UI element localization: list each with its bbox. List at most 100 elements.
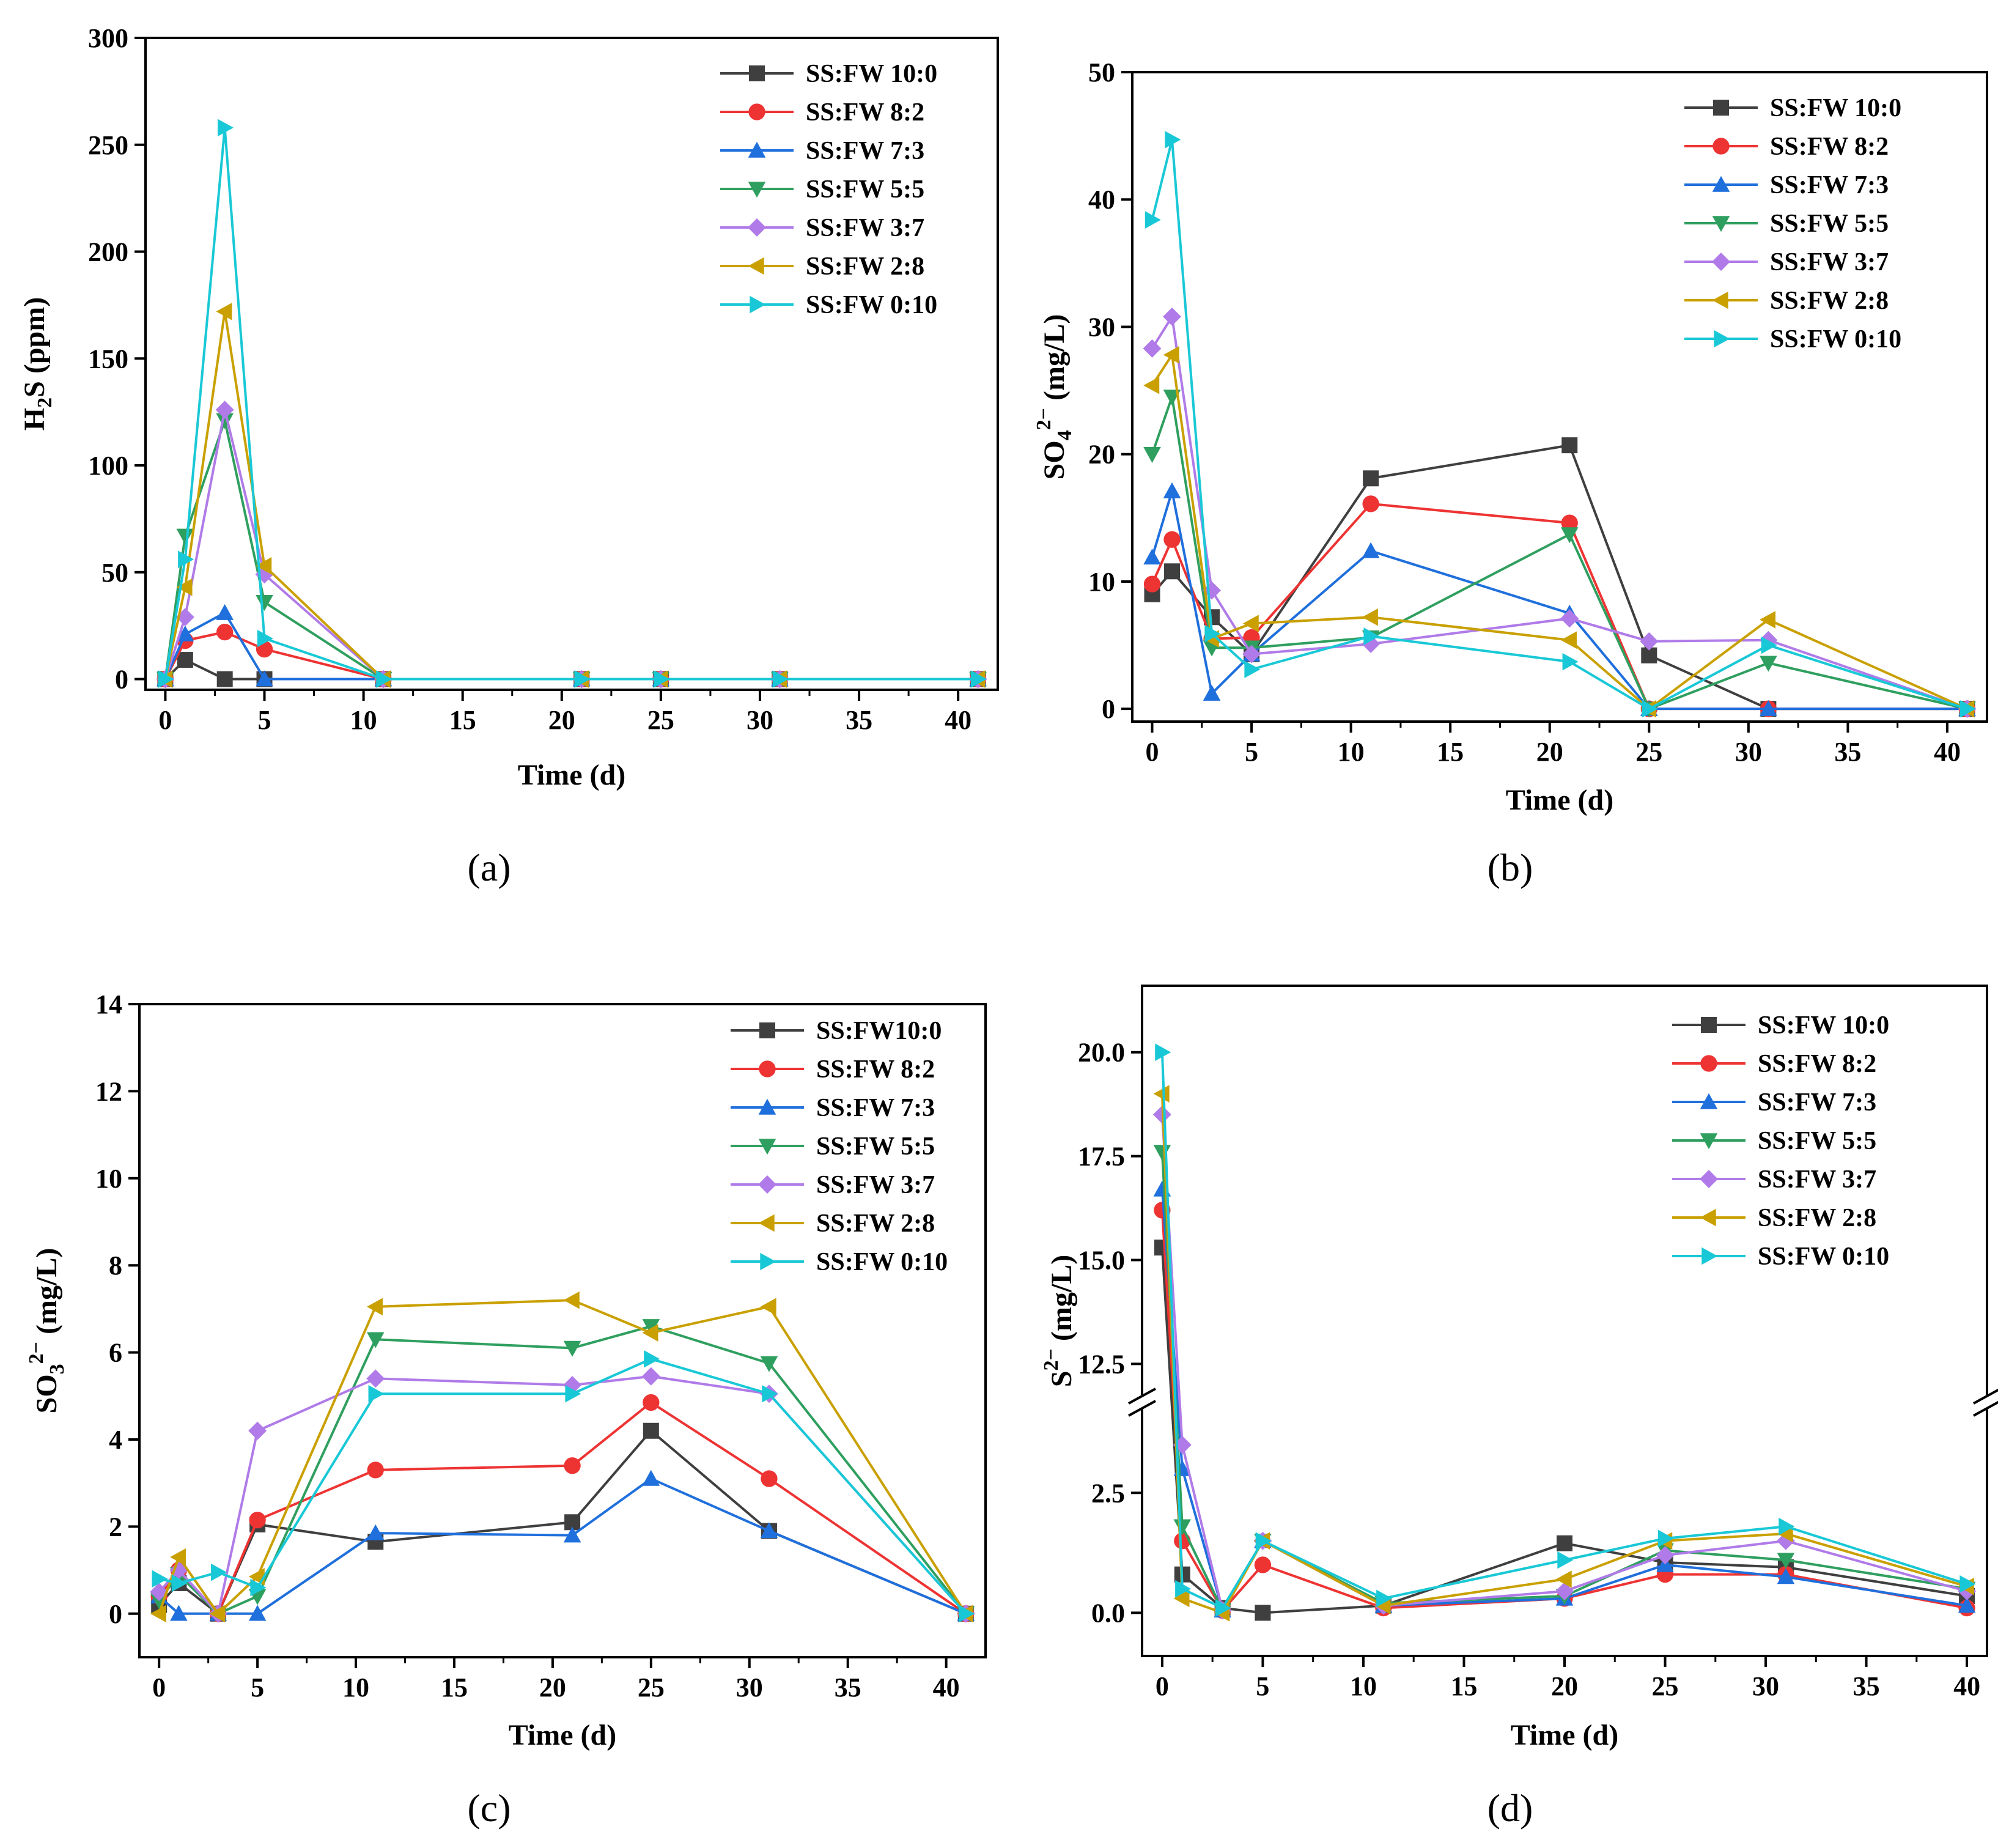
legend-entry: SS:FW 7:3 (806, 137, 924, 165)
x-tick-label: 0 (158, 705, 172, 735)
data-point (175, 608, 194, 627)
x-tick-label: 40 (933, 1672, 960, 1702)
axis-break-mark (1973, 1388, 1998, 1405)
legend-marker (1712, 138, 1730, 155)
x-tick-label: 10 (1338, 737, 1365, 767)
legend-marker (748, 218, 766, 237)
legend-marker (1700, 1208, 1716, 1227)
data-point (1555, 1570, 1572, 1588)
series-SS-FW-3-7 (150, 1367, 975, 1623)
series-line (1151, 315, 1968, 711)
data-point (1560, 631, 1577, 649)
x-tick-label: 25 (1652, 1671, 1679, 1701)
legend-marker (1701, 1017, 1717, 1033)
data-point (216, 604, 234, 620)
y-tick-label: 0 (109, 1599, 122, 1629)
data-point (760, 1522, 778, 1539)
data-point (1143, 376, 1160, 394)
data-point (1761, 636, 1777, 654)
legend-marker (748, 141, 766, 158)
x-tick-label: 25 (638, 1672, 665, 1702)
data-point (150, 1605, 166, 1623)
legend-marker (1700, 1093, 1718, 1109)
legend-marker (749, 65, 765, 81)
data-point (1203, 581, 1221, 600)
panel-label: (c) (467, 1786, 511, 1830)
data-point (1255, 1532, 1272, 1550)
x-axis-label: Time (d) (509, 1719, 616, 1751)
x-tick-label: 15 (441, 1672, 468, 1702)
legend-marker (759, 1060, 776, 1077)
series-SS-FW-10-0 (157, 652, 986, 687)
data-point (959, 1605, 975, 1623)
plot-frame (1131, 71, 1988, 723)
legend-entry: SS:FW10:0 (816, 1017, 942, 1045)
legend: SS:FW 10:0 SS:FW 8:2 SS:FW 7:3 SS:FW 5:5 SS:… (1684, 94, 1901, 353)
series-SS-FW-0-10 (152, 1350, 975, 1623)
panel-label: (b) (1487, 846, 1533, 889)
data-point (644, 1350, 660, 1368)
data-point (1561, 437, 1578, 454)
data-point (1557, 1551, 1574, 1569)
legend-entry: SS:FW 2:8 (1758, 1204, 1876, 1232)
y-tick-label: 30 (1088, 312, 1115, 342)
data-point (1779, 1517, 1795, 1536)
x-tick-label: 15 (1437, 737, 1464, 767)
x-tick-label: 10 (342, 1672, 369, 1702)
data-point (217, 119, 234, 137)
series-SS-FW-0-10 (158, 119, 987, 688)
data-point (171, 1574, 188, 1592)
series-SS-FW10-0 (151, 1422, 974, 1622)
series-SS-FW-2-8 (150, 1291, 973, 1623)
data-point (1163, 482, 1181, 498)
series-line (158, 1401, 967, 1615)
x-tick-label: 5 (1256, 1671, 1269, 1701)
x-tick-label: 40 (1934, 737, 1961, 767)
y-tick-label: 50 (1088, 57, 1115, 87)
data-point (248, 1421, 267, 1440)
data-point (760, 1298, 776, 1316)
legend-entry: SS:FW 2:8 (1770, 287, 1889, 315)
series-line (158, 1375, 967, 1615)
legend-entry: SS:FW 2:8 (806, 253, 924, 281)
data-point (1143, 549, 1161, 565)
series-SS-FW-0-10 (1155, 1043, 1976, 1617)
legend-marker (748, 257, 764, 275)
series-line (164, 408, 978, 681)
data-point (1777, 1553, 1795, 1569)
legend-entry: SS:FW 5:5 (806, 176, 924, 204)
data-point (643, 1394, 660, 1411)
legend-marker (1712, 253, 1730, 271)
y-axis-label: SO42− (mg/L) (1033, 314, 1076, 480)
series-line (164, 126, 978, 681)
series-SS-FW-8-2 (1143, 495, 1976, 717)
series-line (158, 1325, 967, 1615)
legend-entry: SS:FW 3:7 (1758, 1166, 1876, 1194)
y-tick-label: 12 (95, 1076, 122, 1106)
legend-marker (758, 1098, 776, 1115)
data-point (1173, 1519, 1192, 1536)
y-tick-label: 10 (1088, 567, 1115, 597)
y-tick-label: 0 (1102, 694, 1115, 724)
data-point (150, 1583, 169, 1602)
y-tick-label: 8 (109, 1251, 122, 1281)
data-point (1958, 1597, 1976, 1613)
data-point (1561, 514, 1578, 531)
data-point (1557, 1535, 1572, 1551)
y-tick-label: 2 (109, 1512, 122, 1542)
data-point (1254, 1556, 1272, 1573)
legend: SS:FW 10:0 SS:FW 8:2 SS:FW 7:3 SS:FW 5:5 SS:… (1672, 1011, 1889, 1271)
y-tick-label: 10 (95, 1164, 122, 1194)
data-point (1143, 339, 1162, 358)
legend-entry: SS:FW 0:10 (1758, 1243, 1889, 1271)
y-tick-label: 20 (1088, 440, 1115, 470)
legend-marker (748, 182, 766, 198)
data-point (641, 1367, 660, 1386)
data-point (563, 1340, 581, 1357)
data-point (1163, 307, 1181, 326)
data-point (1143, 575, 1161, 593)
data-point (1145, 211, 1161, 229)
y-tick-label: 2.5 (1091, 1478, 1125, 1508)
legend-marker (1714, 330, 1730, 348)
data-point (248, 1605, 267, 1621)
